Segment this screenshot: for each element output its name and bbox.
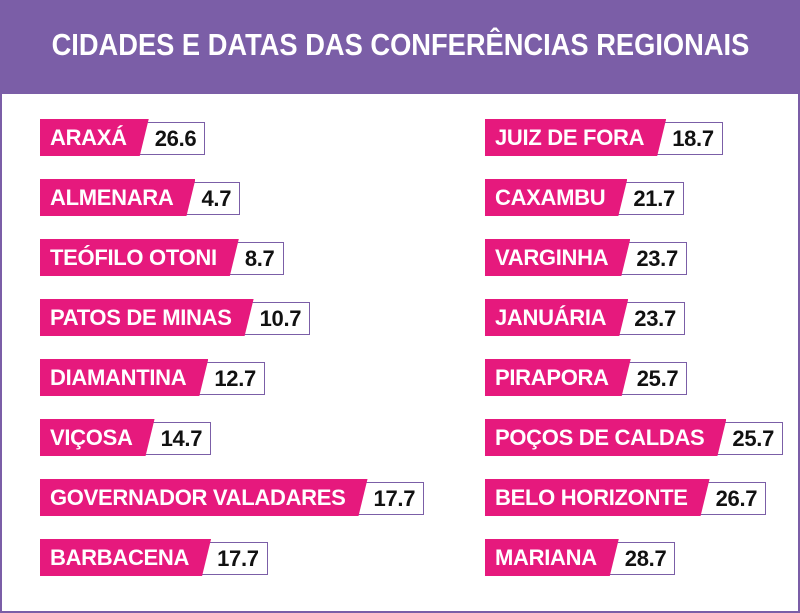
- city-label: TEÓFILO OTONI: [40, 239, 239, 276]
- city-label: JUIZ DE FORA: [485, 119, 666, 156]
- date-label: 23.7: [615, 302, 685, 335]
- city-date-row: VARGINHA 23.7: [485, 239, 783, 276]
- date-label: 18.7: [653, 122, 723, 155]
- city-label: PATOS DE MINAS: [40, 299, 254, 336]
- city-date-row: MARIANA 28.7: [485, 539, 783, 576]
- date-label: 23.7: [617, 242, 687, 275]
- city-date-row: DIAMANTINA 12.7: [40, 359, 424, 396]
- date-label: 4.7: [182, 182, 241, 215]
- city-label: DIAMANTINA: [40, 359, 208, 396]
- city-date-row: PATOS DE MINAS 10.7: [40, 299, 424, 336]
- page-title: CIDADES E DATAS DAS CONFERÊNCIAS REGIONA…: [51, 27, 749, 62]
- right-column: JUIZ DE FORA 18.7 CAXAMBU 21.7 VARGINHA …: [485, 119, 784, 599]
- date-label: 28.7: [605, 542, 676, 575]
- city-label: BARBACENA: [40, 539, 211, 576]
- city-date-row: GOVERNADOR VALADARES 17.7: [40, 479, 425, 516]
- date-label: 26.7: [696, 482, 767, 515]
- city-date-row: BELO HORIZONTE 26.7: [485, 479, 783, 516]
- city-date-row: POÇOS DE CALDAS 25.7: [485, 419, 784, 456]
- date-label: 12.7: [195, 362, 265, 395]
- city-date-row: BARBACENA 17.7: [40, 539, 424, 576]
- city-date-row: PIRAPORA 25.7: [485, 359, 783, 396]
- city-date-row: ALMENARA 4.7: [40, 179, 424, 216]
- city-label: VIÇOSA: [40, 419, 155, 456]
- city-date-row: JANUÁRIA 23.7: [485, 299, 783, 336]
- date-label: 25.7: [713, 422, 784, 455]
- city-date-row: TEÓFILO OTONI 8.7: [40, 239, 424, 276]
- header-banner: CIDADES E DATAS DAS CONFERÊNCIAS REGIONA…: [2, 2, 798, 94]
- city-date-row: JUIZ DE FORA 18.7: [485, 119, 783, 156]
- city-label: POÇOS DE CALDAS: [485, 419, 726, 456]
- date-label: 17.7: [354, 482, 425, 515]
- city-date-row: VIÇOSA 14.7: [40, 419, 424, 456]
- city-date-row: CAXAMBU 21.7: [485, 179, 783, 216]
- date-label: 17.7: [198, 542, 268, 575]
- city-label: ALMENARA: [40, 179, 195, 216]
- city-date-row: ARAXÁ 26.6: [40, 119, 424, 156]
- city-label: CAXAMBU: [485, 179, 627, 216]
- city-label: GOVERNADOR VALADARES: [40, 479, 368, 516]
- city-label: ARAXÁ: [40, 119, 149, 156]
- city-label: PIRAPORA: [485, 359, 631, 396]
- left-column: ARAXÁ 26.6 ALMENARA 4.7 TEÓFILO OTONI 8.…: [40, 119, 425, 599]
- date-label: 26.6: [135, 122, 206, 155]
- date-label: 25.7: [617, 362, 688, 395]
- city-label: JANUÁRIA: [485, 299, 628, 336]
- city-label: MARIANA: [485, 539, 619, 576]
- city-label: VARGINHA: [485, 239, 630, 276]
- city-label: BELO HORIZONTE: [485, 479, 710, 516]
